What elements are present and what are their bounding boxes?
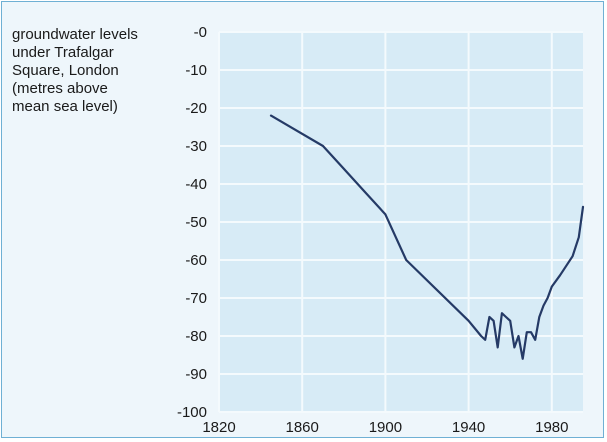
grid-lines <box>218 31 583 413</box>
x-tick-label: 1860 <box>286 419 319 436</box>
y-tick-label: -90 <box>185 366 207 383</box>
y-tick-label: -0 <box>194 24 207 41</box>
y-tick-label: -60 <box>185 252 207 269</box>
x-tick-labels: 1820 1860 1900 1940 1980 <box>202 419 568 436</box>
y-tick-label: -40 <box>185 176 207 193</box>
y-tick-label: -20 <box>185 100 207 117</box>
y-tick-label: -80 <box>185 328 207 345</box>
x-tick-label: 1980 <box>535 419 568 436</box>
y-tick-label: -10 <box>185 62 207 79</box>
x-tick-label: 1820 <box>202 419 235 436</box>
y-tick-label: -30 <box>185 138 207 155</box>
series-line <box>269 114 585 360</box>
y-tick-label: -70 <box>185 290 207 307</box>
y-tick-label: -100 <box>177 404 207 421</box>
y-tick-label: -50 <box>185 214 207 231</box>
chart-title: groundwater levels under Trafalgar Squar… <box>12 26 138 115</box>
y-tick-labels: -0 -10 -20 -30 -40 -50 -60 -70 -80 -90 -100 <box>177 24 207 421</box>
x-tick-label: 1900 <box>369 419 402 436</box>
x-tick-label: 1940 <box>452 419 485 436</box>
